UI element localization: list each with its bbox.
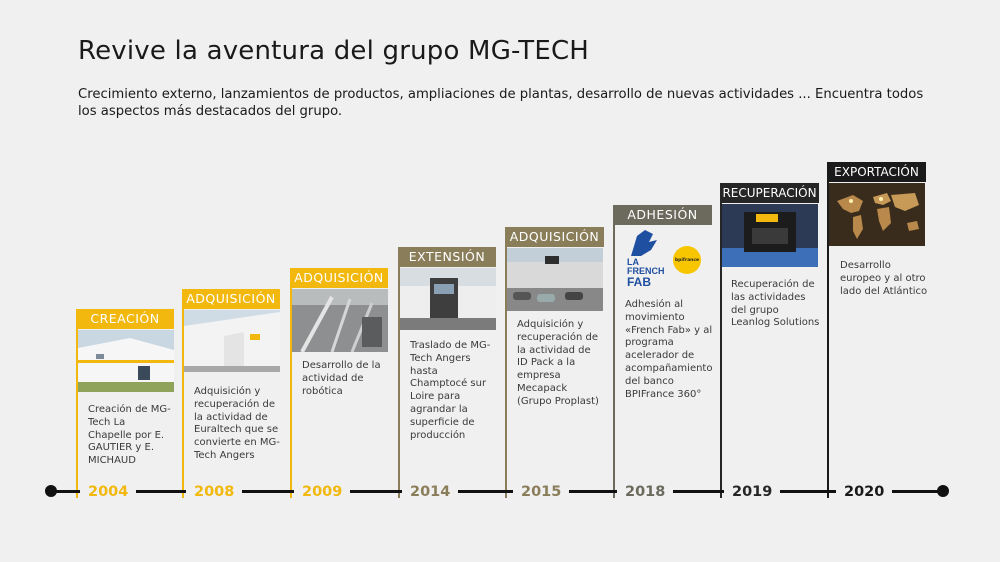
milestone-label: EXTENSIÓN — [398, 247, 496, 267]
page-title: Revive la aventura del grupo MG-TECH — [78, 36, 590, 66]
year-2004: 2004 — [80, 482, 137, 502]
french-fab-logo: LA FRENCH FAB — [627, 228, 665, 288]
milestone-text: Desarrollo europeo y al otro lado del At… — [840, 260, 928, 297]
year-2019: 2019 — [724, 482, 781, 502]
year-2015: 2015 — [513, 482, 570, 502]
year-2018: 2018 — [617, 482, 674, 502]
page-subtitle: Crecimiento externo, lanzamientos de pro… — [78, 87, 924, 119]
timeline-axis — [50, 490, 944, 493]
milestone-label: CREACIÓN — [76, 309, 174, 329]
year-2014: 2014 — [402, 482, 459, 502]
bpifrance-logo: bpifrance — [673, 246, 701, 274]
milestone-label: RECUPERACIÓN — [720, 183, 819, 203]
world-map-photo — [829, 183, 925, 246]
timeline-end-dot — [937, 485, 949, 497]
milestone-text: Desarrollo de la actividad de robótica — [302, 360, 381, 397]
robotics-photo — [292, 289, 388, 352]
milestone-label: ADHESIÓN — [613, 205, 712, 225]
milestone-label: ADQUISICIÓN — [290, 268, 388, 288]
milestone-text: Traslado de MG-Tech Angers hasta Champto… — [410, 340, 491, 441]
milestone-text: Recuperación de las actividades del grup… — [731, 279, 820, 329]
milestone-text: Adquisición y recuperación de la activid… — [517, 319, 599, 407]
year-2008: 2008 — [186, 482, 243, 502]
milestone-label: ADQUISICIÓN — [505, 227, 604, 247]
building-photo — [78, 330, 174, 392]
logos-area: LA FRENCH FAB bpifrance — [615, 226, 711, 292]
warehouse-photo — [184, 310, 280, 372]
factory-photo — [400, 268, 496, 330]
milestone-label: ADQUISICIÓN — [182, 289, 280, 309]
timeline-start-dot — [45, 485, 57, 497]
parking-photo — [507, 248, 603, 311]
milestone-text: Creación de MG-Tech La Chapelle por E. G… — [88, 404, 171, 467]
milestone-text: Adhesión al movimiento «French Fab» y al… — [625, 299, 713, 400]
milestone-label: EXPORTACIÓN — [827, 162, 926, 182]
year-2020: 2020 — [836, 482, 893, 502]
milestone-text: Adquisición y recuperación de la activid… — [194, 386, 280, 461]
machine-photo — [722, 204, 818, 267]
year-2009: 2009 — [294, 482, 351, 502]
